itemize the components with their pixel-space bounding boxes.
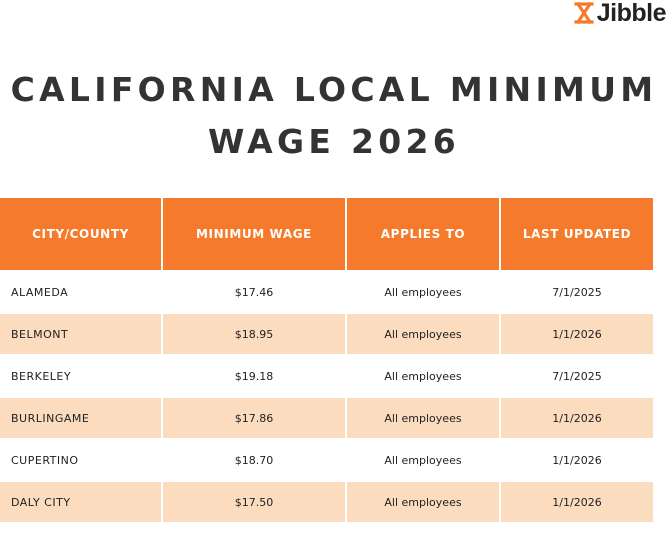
- table-cell: $17.46: [161, 271, 347, 314]
- table-body: ALAMEDA $17.46 All employees 7/1/2025 BELMON…: [0, 271, 655, 524]
- table-cell: CUPERTINO: [0, 439, 163, 482]
- table-cell: $18.95: [161, 313, 347, 356]
- table-row: ALAMEDA $17.46 All employees 7/1/2025: [0, 271, 655, 314]
- header-row: CITY/COUNTY MINIMUM WAGE APPLIES TO LAST UP…: [0, 198, 655, 272]
- title-line: CALIFORNIA LOCAL MINIMUM: [10, 70, 658, 109]
- table-cell: $17.50: [161, 481, 347, 524]
- logo: Jibble: [574, 0, 667, 27]
- column-header: MINIMUM WAGE: [161, 198, 347, 272]
- title-line: WAGE 2026: [207, 122, 461, 161]
- table-cell: 1/1/2026: [499, 397, 655, 440]
- table-cell: 1/1/2026: [499, 313, 655, 356]
- table-row: DALY CITY $17.50 All employees 1/1/2026: [0, 481, 655, 524]
- table-cell: DALY CITY: [0, 481, 163, 524]
- brand: Jibble: [596, 0, 667, 27]
- table-cell: $19.18: [161, 355, 347, 398]
- table-row: BELMONT $18.95 All employees 1/1/2026: [0, 313, 655, 356]
- table-cell: All employees: [345, 439, 501, 482]
- table-cell: All employees: [345, 271, 501, 314]
- table-cell: BURLINGAME: [0, 397, 163, 440]
- table-cell: 7/1/2025: [499, 271, 655, 314]
- table-cell: BERKELEY: [0, 355, 163, 398]
- table-cell: All employees: [345, 355, 501, 398]
- wage-table: CITY/COUNTY MINIMUM WAGE APPLIES TO LAST UP…: [0, 198, 655, 524]
- column-header: CITY/COUNTY: [0, 198, 163, 272]
- table-cell: All employees: [345, 481, 501, 524]
- table-cell: 1/1/2026: [499, 439, 655, 482]
- table-cell: $18.70: [161, 439, 347, 482]
- logo-icon: [574, 2, 594, 24]
- table-cell: $17.86: [161, 397, 347, 440]
- table-cell: 7/1/2025: [499, 355, 655, 398]
- table-cell: 1/1/2026: [499, 481, 655, 524]
- table-cell: ALAMEDA: [0, 271, 163, 314]
- table-row: BERKELEY $19.18 All employees 7/1/2025: [0, 355, 655, 398]
- table-cell: All employees: [345, 397, 501, 440]
- column-header: LAST UPDATED: [499, 198, 655, 272]
- table-row: BURLINGAME $17.86 All employees 1/1/2026: [0, 397, 655, 440]
- table-row: CUPERTINO $18.70 All employees 1/1/2026: [0, 439, 655, 482]
- table-cell: BELMONT: [0, 313, 163, 356]
- column-header: APPLIES TO: [345, 198, 501, 272]
- table-cell: All employees: [345, 313, 501, 356]
